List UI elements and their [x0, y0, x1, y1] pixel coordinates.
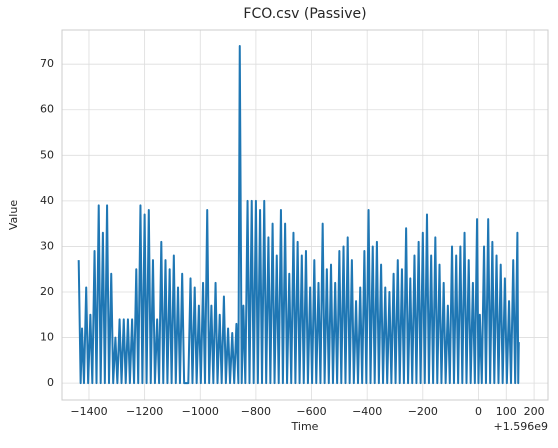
y-tick-label: 0: [47, 376, 54, 389]
y-tick-label: 10: [40, 331, 54, 344]
y-tick-label: 60: [40, 103, 54, 116]
y-tick-label: 70: [40, 57, 54, 70]
x-tick-label: −200: [408, 405, 438, 418]
axes-frame: [61, 29, 549, 401]
y-tick-label: 40: [40, 194, 54, 207]
y-tick-label: 30: [40, 239, 54, 252]
x-axis-label: Time: [291, 420, 319, 433]
data-line: [77, 44, 520, 385]
x-tick-label: 100: [496, 405, 517, 418]
x-offset-label: +1.596e9: [494, 420, 548, 433]
y-axis-label: Value: [7, 200, 20, 230]
x-tick-label: 0: [475, 405, 482, 418]
y-tick-label: 20: [40, 285, 54, 298]
x-tick-label: −1400: [70, 405, 107, 418]
x-tick-label: 200: [524, 405, 545, 418]
x-tick-label: −1000: [182, 405, 219, 418]
x-tick-label: −800: [241, 405, 271, 418]
y-tick-label: 50: [40, 148, 54, 161]
x-tick-label: −400: [352, 405, 382, 418]
x-tick-label: −600: [296, 405, 326, 418]
plot-area: [77, 44, 520, 385]
chart-title: FCO.csv (Passive): [243, 6, 366, 22]
x-tick-label: −1200: [126, 405, 163, 418]
